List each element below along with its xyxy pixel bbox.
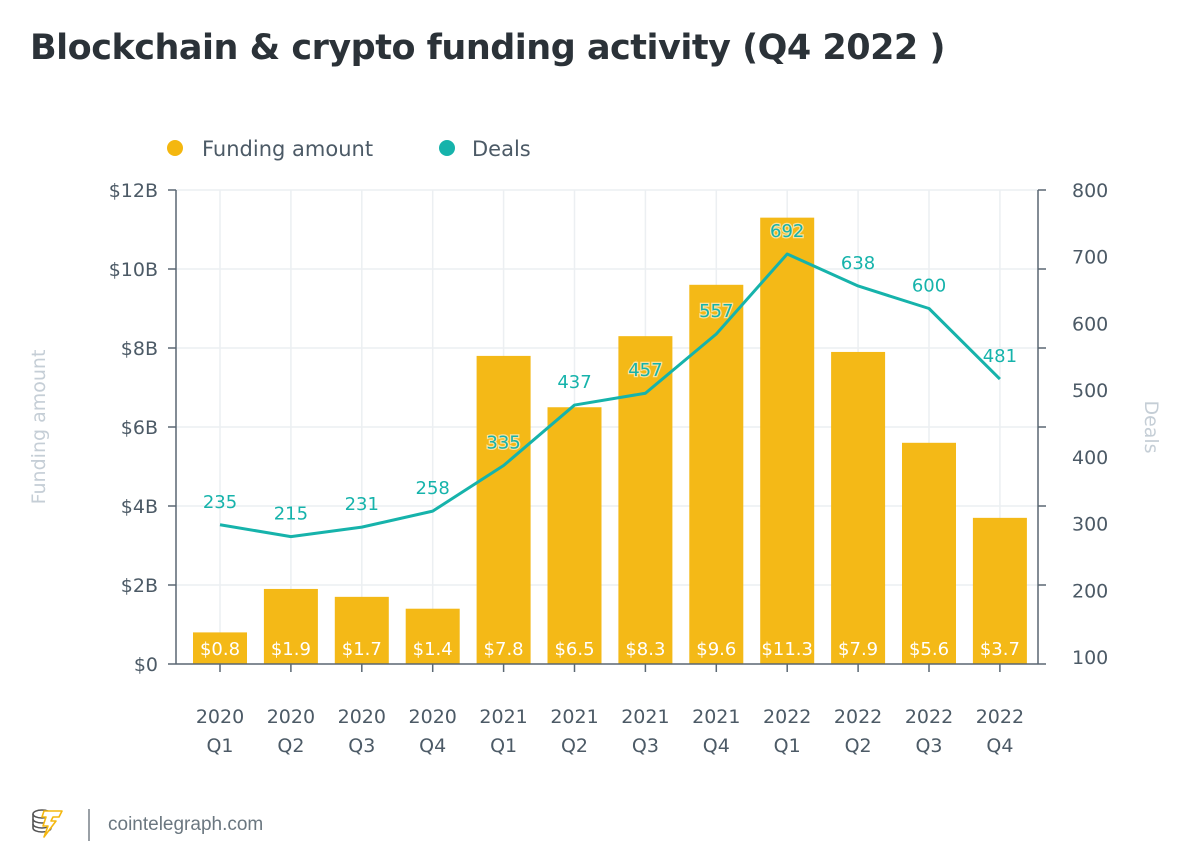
bar-value-label: $7.9 (838, 639, 878, 660)
x-tick-label-quarter: Q3 (348, 735, 375, 757)
deal-value-label: 235 (203, 492, 237, 513)
legend-label-deals: Deals (472, 137, 531, 161)
right-tick-label: 200 (1072, 580, 1108, 602)
right-tick-label: 700 (1072, 247, 1108, 269)
deal-value-label: 335 (486, 433, 520, 454)
bar (476, 355, 531, 664)
x-tick-label-quarter: Q3 (632, 735, 659, 757)
deal-value-label: 457 (628, 360, 662, 381)
x-tick-label-year: 2021 (621, 706, 669, 728)
x-tick-label-quarter: Q1 (206, 735, 233, 757)
left-tick-label: $0 (134, 654, 158, 676)
x-tick-label-quarter: Q4 (703, 735, 730, 757)
bar (334, 596, 389, 664)
legend-marker-funding (167, 140, 183, 156)
x-tick-label-year: 2021 (550, 706, 598, 728)
left-axis-title: Funding amount (28, 350, 50, 505)
bar (972, 517, 1027, 664)
bar-value-label: $8.3 (625, 639, 665, 660)
axes: $0 $2B $4B $6B $8B $10B $12B 800 700 600 500 400 300… (109, 180, 1109, 757)
left-tick-label: $12B (109, 180, 158, 202)
left-tick-label: $10B (109, 259, 158, 281)
x-tick-label-quarter: Q2 (845, 735, 872, 757)
right-tick-label: 500 (1072, 380, 1108, 402)
footer-divider (88, 809, 90, 841)
deal-value-label: 258 (416, 478, 450, 499)
data-labels: $0.8 $1.9 $1.7 $1.4 $7.8 $6.5 $8.3 $9.6 $11.3 $7.… (200, 220, 1020, 660)
footer-site: cointelegraph.com (108, 814, 264, 835)
right-tick-label: 100 (1072, 647, 1108, 669)
x-tick-label-year: 2022 (976, 706, 1024, 728)
bar-value-label: $1.4 (413, 639, 453, 660)
x-tick-label-quarter: Q2 (561, 735, 588, 757)
bar-value-label: $5.6 (909, 639, 949, 660)
x-tick-label-quarter: Q2 (277, 735, 304, 757)
x-tick-label-year: 2022 (905, 706, 953, 728)
footer: cointelegraph.com (30, 805, 263, 845)
bar (760, 217, 815, 664)
x-tick-label-quarter: Q1 (774, 735, 801, 757)
deal-value-label: 638 (841, 253, 875, 274)
x-tick-label-year: 2020 (196, 706, 244, 728)
bar-value-label: $9.6 (696, 639, 736, 660)
x-tick-label-year: 2020 (267, 706, 315, 728)
bar-value-label: $11.3 (761, 639, 813, 660)
bar-value-label: $3.7 (980, 639, 1020, 660)
cointelegraph-logo-icon (30, 805, 66, 845)
x-tick-label-year: 2021 (479, 706, 527, 728)
bar (547, 407, 602, 664)
deal-value-label: 557 (699, 301, 733, 322)
deal-value-label: 481 (983, 346, 1017, 367)
deal-value-label: 437 (557, 372, 591, 393)
deal-value-label: 231 (345, 494, 379, 515)
bar-value-label: $1.7 (342, 639, 382, 660)
legend-marker-deals (439, 140, 455, 156)
legend: Funding amount Deals (167, 137, 531, 161)
x-tick-label-quarter: Q1 (490, 735, 517, 757)
bar (618, 336, 673, 664)
bars (193, 217, 1027, 664)
deals-line (219, 252, 1001, 539)
bar (405, 608, 460, 664)
x-tick-label-year: 2020 (338, 706, 386, 728)
deals-line-path (219, 252, 1001, 539)
bar-value-label: $7.8 (484, 639, 524, 660)
deal-value-label: 692 (770, 221, 804, 242)
bar (689, 284, 744, 664)
bar-value-label: $1.9 (271, 639, 311, 660)
right-axis-title: Deals (1140, 400, 1162, 453)
left-tick-label: $6B (121, 417, 158, 439)
right-tick-label: 300 (1072, 514, 1108, 536)
left-tick-label: $2B (121, 575, 158, 597)
bar (193, 632, 247, 664)
right-tick-label: 800 (1072, 180, 1108, 202)
bar (263, 588, 318, 664)
left-tick-label: $4B (121, 496, 158, 518)
bar (831, 351, 886, 664)
deal-value-label: 215 (274, 504, 308, 525)
bar-value-label: $6.5 (554, 639, 594, 660)
x-tick-label-quarter: Q4 (419, 735, 446, 757)
x-tick-label-year: 2020 (409, 706, 457, 728)
x-tick-label-quarter: Q3 (915, 735, 942, 757)
bar-value-label: $0.8 (200, 639, 240, 660)
right-tick-label: 600 (1072, 313, 1108, 335)
x-tick-label-year: 2021 (692, 706, 740, 728)
right-tick-label: 400 (1072, 447, 1108, 469)
x-tick-label-quarter: Q4 (986, 735, 1013, 757)
chart-title: Blockchain & crypto funding activity (Q4… (30, 28, 945, 68)
x-tick-label-year: 2022 (834, 706, 882, 728)
left-tick-label: $8B (121, 338, 158, 360)
legend-label-funding: Funding amount (202, 137, 373, 161)
x-tick-label-year: 2022 (763, 706, 811, 728)
deal-value-label: 600 (912, 276, 946, 297)
bar (902, 442, 956, 664)
